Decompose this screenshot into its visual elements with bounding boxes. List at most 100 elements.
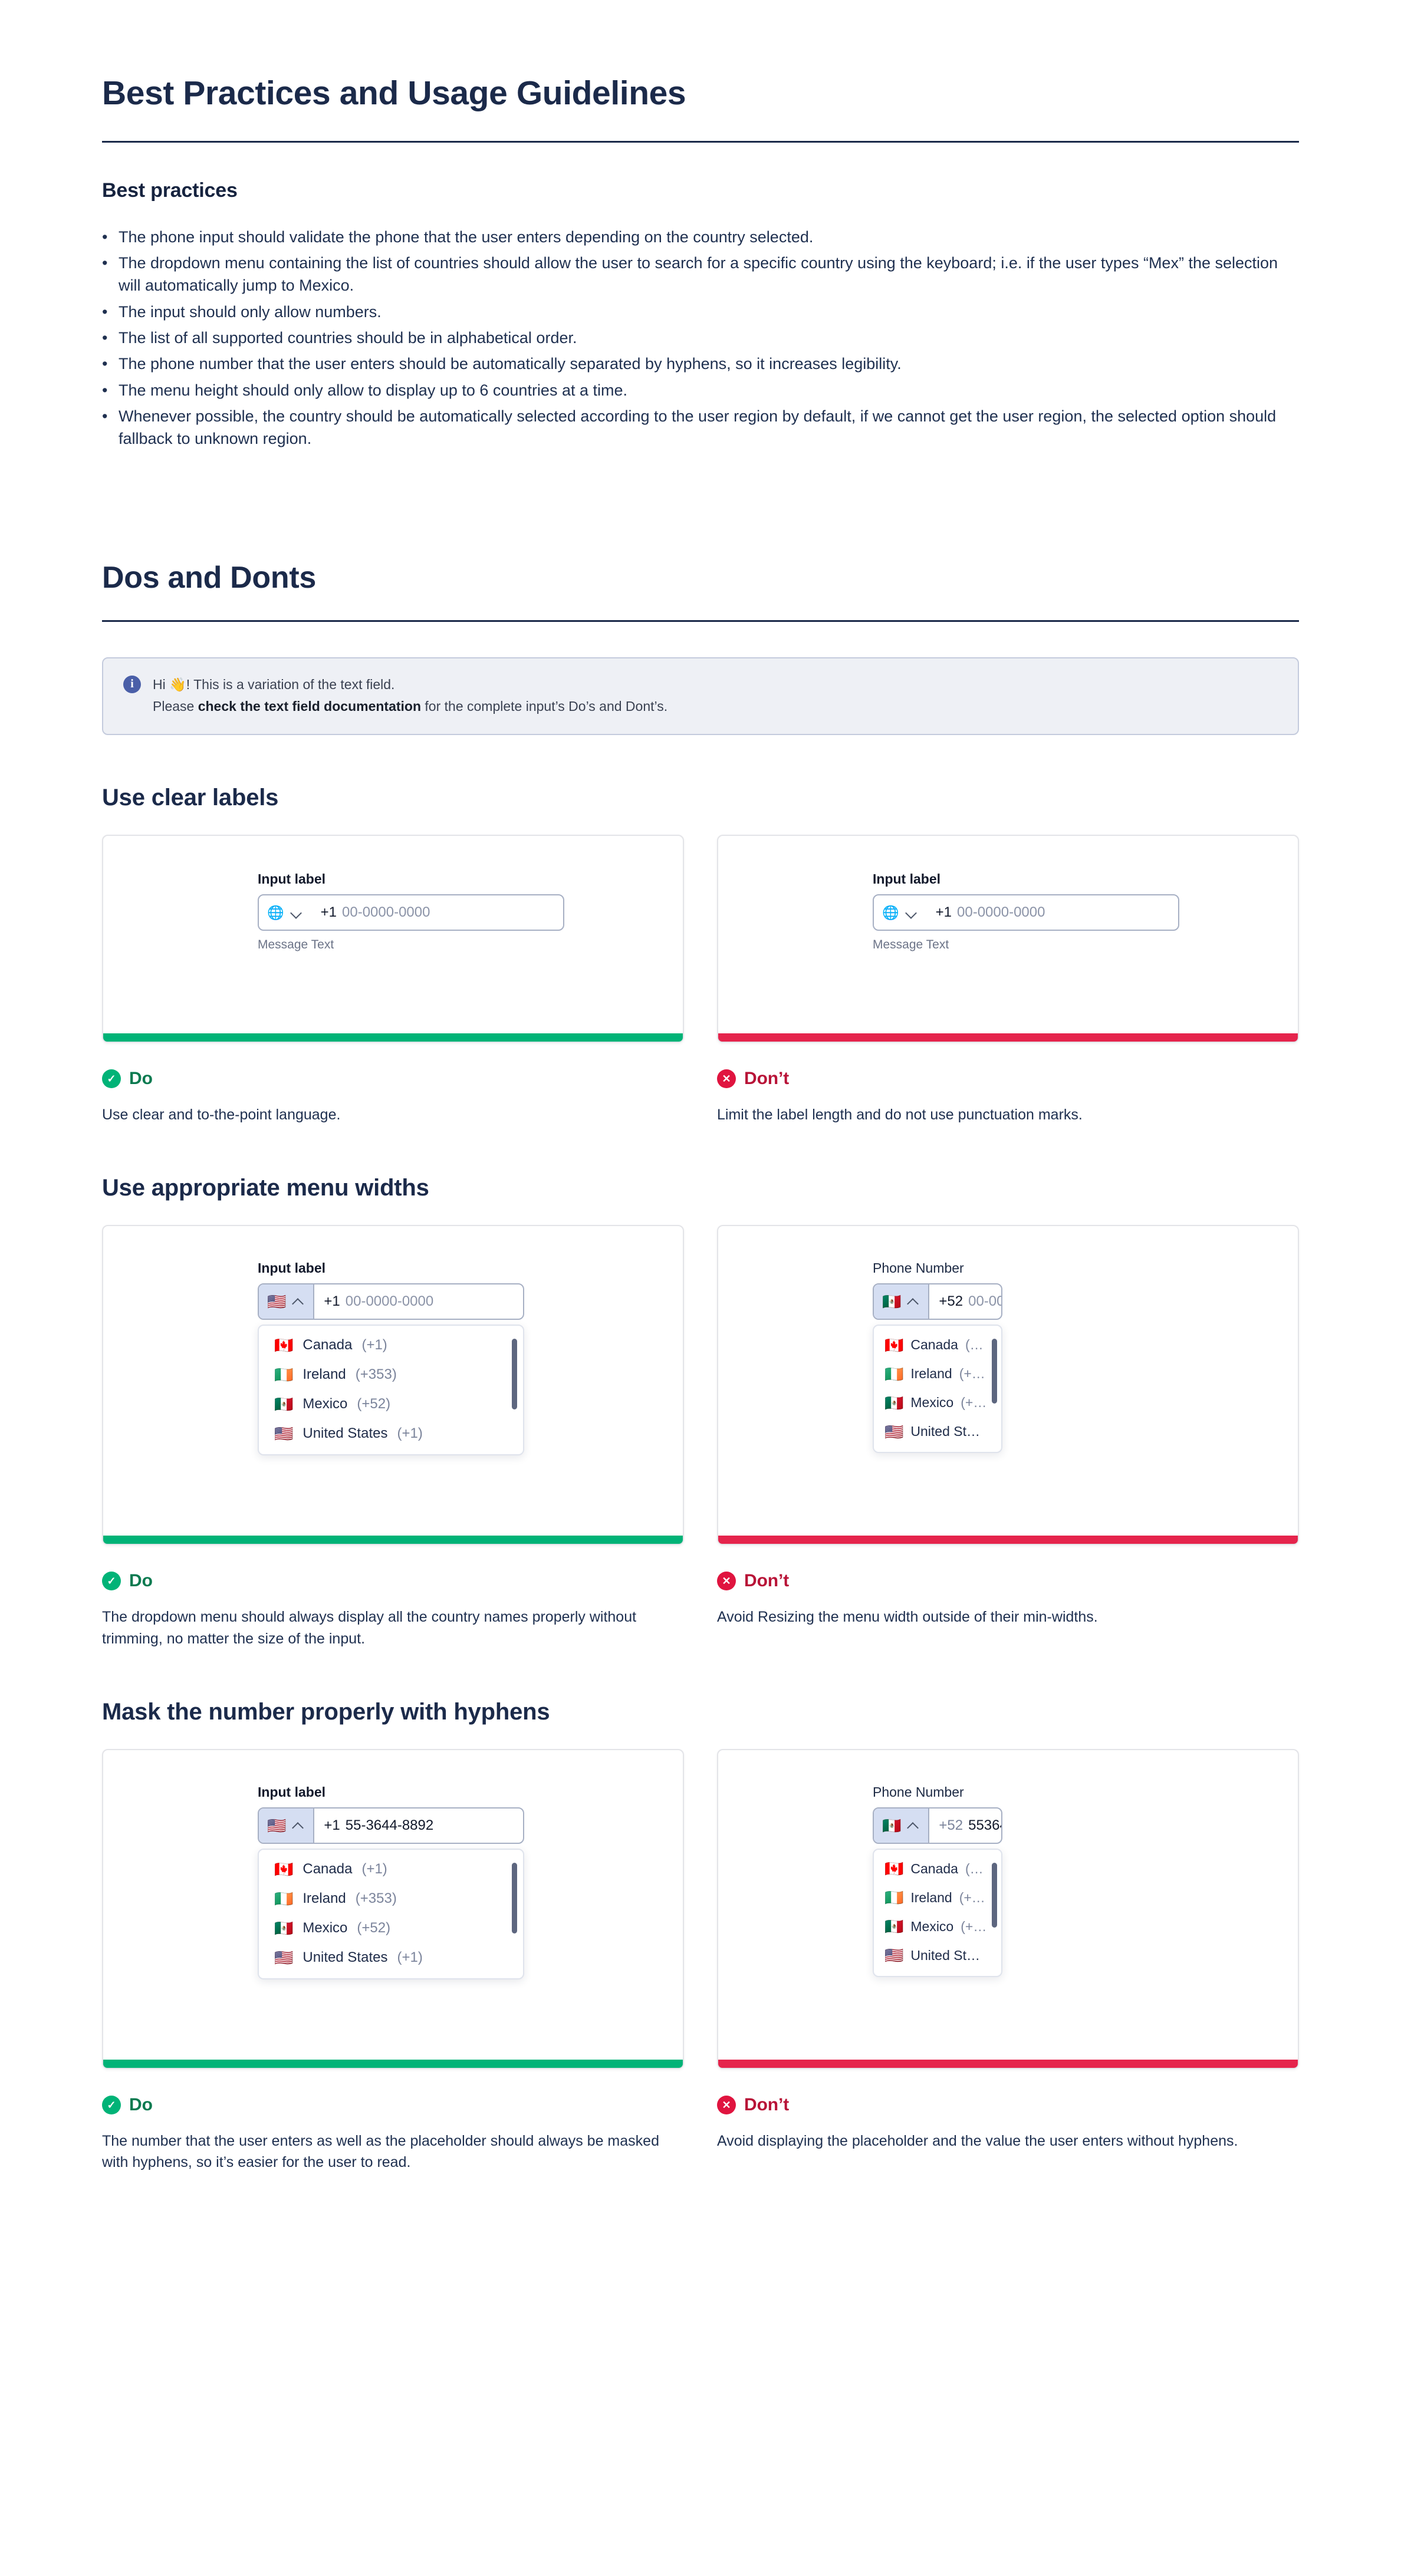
dont-column: Phone Number 🇲🇽 +52 00-0000-0000 🇨🇦 Canada (… 🇮… <box>717 1225 1299 1628</box>
country-menu-item[interactable]: 🇲🇽 Mexico (+52) <box>259 1913 523 1943</box>
bullet-text: The input should only allow numbers. <box>119 302 382 321</box>
bullet-text: Whenever possible, the country should be… <box>119 407 1277 448</box>
country-dropdown-menu[interactable]: 🇨🇦 Canada (+1) 🇮🇪 Ireland (+353) 🇲🇽 Mexico (+52)… <box>258 1325 524 1456</box>
phone-number-placeholder[interactable]: 00-0000-0000 <box>957 904 1045 920</box>
phone-number-value[interactable]: 55-3644-8892 <box>345 1817 434 1833</box>
country-menu-item[interactable]: 🇺🇸 United St… <box>874 1417 1001 1446</box>
phone-input[interactable]: 🇺🇸 +1 55-3644-8892 <box>258 1807 524 1844</box>
do-dont-label-text: Do <box>129 2094 153 2114</box>
chevron-down-icon[interactable] <box>905 906 918 919</box>
country-name: United St… <box>910 1947 980 1963</box>
section-heading: Use clear labels <box>102 785 279 811</box>
phone-input[interactable]: 🌐 +1 00-0000-0000 <box>258 894 564 931</box>
phone-input[interactable]: 🇲🇽 +52 5536448892 <box>873 1807 1002 1844</box>
country-dial-code: (+1) <box>361 1337 387 1353</box>
menu-scrollbar[interactable] <box>512 1862 517 1933</box>
phone-value-area[interactable]: +52 5536448892 <box>929 1809 1001 1843</box>
phone-number-placeholder[interactable]: 00-0000-0000 <box>345 1293 434 1310</box>
country-selector[interactable]: 🇲🇽 <box>874 1284 930 1319</box>
phone-number-value[interactable]: 5536448892 <box>968 1817 1001 1833</box>
phone-number-placeholder[interactable]: 00-0000-0000 <box>342 904 430 920</box>
country-dial-code: (+1) <box>397 1949 423 1965</box>
menu-scrollbar[interactable] <box>512 1339 517 1410</box>
dont-accent-bar <box>718 1033 1298 1042</box>
country-selector[interactable]: 🌐 <box>259 895 311 930</box>
bottom-spacer <box>102 2173 1299 2261</box>
caption-text: Limit the label length and do not use pu… <box>717 1106 1083 1123</box>
phone-input[interactable]: 🇺🇸 +1 00-0000-0000 <box>258 1283 524 1320</box>
dont-label: ✕ Don’t <box>717 2095 1299 2115</box>
info-banner-link[interactable]: check the text field documentation <box>198 698 422 714</box>
chevron-up-icon[interactable] <box>907 1295 920 1308</box>
country-selector[interactable]: 🇲🇽 <box>874 1808 930 1843</box>
list-item: • The menu height should only allow to di… <box>102 379 1299 401</box>
country-menu-item[interactable]: 🇮🇪 Ireland (+… <box>874 1359 1001 1388</box>
country-dropdown-menu[interactable]: 🇨🇦 Canada (… 🇮🇪 Ireland (+… 🇲🇽 Mexico (+… 🇺🇸 Unite… <box>873 1325 1002 1454</box>
dont-label: ✕ Don’t <box>717 1571 1299 1591</box>
country-flag-icon: 🇲🇽 <box>884 1394 904 1412</box>
do-dont-grid: Input label 🇺🇸 +1 55-3644-8892 🇨🇦 Canada (+1) 🇮… <box>102 1748 1299 2173</box>
bullet-marker: • <box>102 302 108 321</box>
mx-flag-icon: 🇲🇽 <box>882 1293 902 1311</box>
phone-input-widget: Phone Number 🇲🇽 +52 00-0000-0000 🇨🇦 Canada (… 🇮… <box>873 1260 1002 1454</box>
country-menu-item[interactable]: 🇨🇦 Canada (+1) <box>259 1854 523 1884</box>
dial-code: +1 <box>320 904 337 920</box>
phone-input[interactable]: 🇲🇽 +52 00-0000-0000 <box>873 1283 1002 1320</box>
country-menu-item[interactable]: 🇨🇦 Canada (+1) <box>259 1330 523 1360</box>
menu-scrollbar[interactable] <box>992 1339 997 1404</box>
country-menu-item[interactable]: 🇲🇽 Mexico (+… <box>874 1912 1001 1941</box>
do-label: ✓ Do <box>102 1571 684 1591</box>
do-example-card: Input label 🇺🇸 +1 00-0000-0000 🇨🇦 Canada (+1) 🇮… <box>102 1225 684 1546</box>
chevron-up-icon[interactable] <box>292 1295 305 1308</box>
phone-value-area[interactable]: +1 55-3644-8892 <box>314 1809 523 1843</box>
best-practices-section: Best practices • The phone input should v… <box>102 143 1299 450</box>
card-caption-block: ✓ Do The dropdown menu should always displ… <box>102 1571 684 1649</box>
do-dont-section: Use appropriate menu widths Input label 🇺🇸… <box>102 1125 1299 1649</box>
bullet-marker: • <box>102 253 108 272</box>
phone-value-area[interactable]: +1 00-0000-0000 <box>926 895 1178 930</box>
phone-value-area[interactable]: +1 00-0000-0000 <box>311 895 563 930</box>
do-example-card: Input label 🌐 +1 00-0000-0000 Message Text <box>102 835 684 1043</box>
country-selector[interactable]: 🇺🇸 <box>259 1284 315 1319</box>
country-menu-item[interactable]: 🇨🇦 Canada (… <box>874 1854 1001 1883</box>
do-accent-bar <box>103 1033 683 1042</box>
info-icon: i <box>123 675 141 693</box>
country-dropdown-menu[interactable]: 🇨🇦 Canada (+1) 🇮🇪 Ireland (+353) 🇲🇽 Mexico (+52)… <box>258 1848 524 1979</box>
country-menu-item[interactable]: 🇺🇸 United States (+1) <box>259 1419 523 1448</box>
x-circle-icon: ✕ <box>717 1069 736 1088</box>
bullet-marker: • <box>102 228 108 246</box>
do-dont-label-text: Don’t <box>744 1069 790 1088</box>
country-menu-item[interactable]: 🇲🇽 Mexico (+52) <box>259 1389 523 1419</box>
country-selector[interactable]: 🇺🇸 <box>259 1808 315 1843</box>
country-menu-item[interactable]: 🇨🇦 Canada (… <box>874 1330 1001 1359</box>
phone-number-placeholder[interactable]: 00-0000-0000 <box>968 1293 1001 1310</box>
chevron-up-icon[interactable] <box>907 1819 920 1832</box>
country-menu-item[interactable]: 🇺🇸 United St… <box>874 1941 1001 1970</box>
chevron-up-icon[interactable] <box>292 1819 305 1832</box>
country-dial-code: (+… <box>961 1395 987 1411</box>
list-item: • Whenever possible, the country should b… <box>102 405 1299 450</box>
country-menu-item[interactable]: 🇲🇽 Mexico (+… <box>874 1388 1001 1417</box>
country-dial-code: (+1) <box>397 1425 423 1442</box>
menu-scrollbar[interactable] <box>992 1862 997 1928</box>
country-dropdown-menu[interactable]: 🇨🇦 Canada (… 🇮🇪 Ireland (+… 🇲🇽 Mexico (+… 🇺🇸 Unite… <box>873 1848 1002 1977</box>
chevron-down-icon[interactable] <box>290 906 303 919</box>
phone-value-area[interactable]: +52 00-0000-0000 <box>929 1284 1001 1319</box>
card-content: Input label 🇺🇸 +1 00-0000-0000 🇨🇦 Canada (+1) 🇮… <box>103 1226 683 1536</box>
caption-text: The number that the user enters as well … <box>102 2132 659 2170</box>
country-menu-item[interactable]: 🇮🇪 Ireland (+353) <box>259 1360 523 1389</box>
country-selector[interactable]: 🌐 <box>874 895 926 930</box>
country-menu-item[interactable]: 🇮🇪 Ireland (+353) <box>259 1884 523 1913</box>
do-dont-label-text: Do <box>129 1069 153 1088</box>
country-menu-item[interactable]: 🇺🇸 United States (+1) <box>259 1943 523 1972</box>
country-menu-item[interactable]: 🇮🇪 Ireland (+… <box>874 1883 1001 1912</box>
input-label: Input label <box>258 1784 325 1800</box>
country-dial-code: (+… <box>961 1918 987 1934</box>
helper-message: Message Text <box>258 938 334 951</box>
phone-value-area[interactable]: +1 00-0000-0000 <box>314 1284 523 1319</box>
phone-input[interactable]: 🌐 +1 00-0000-0000 <box>873 894 1179 931</box>
country-name: Canada <box>302 1337 353 1353</box>
dont-column: Phone Number 🇲🇽 +52 5536448892 🇨🇦 Canada (… 🇮🇪 I… <box>717 1748 1299 2152</box>
info-banner-prefix: Please <box>153 698 198 714</box>
